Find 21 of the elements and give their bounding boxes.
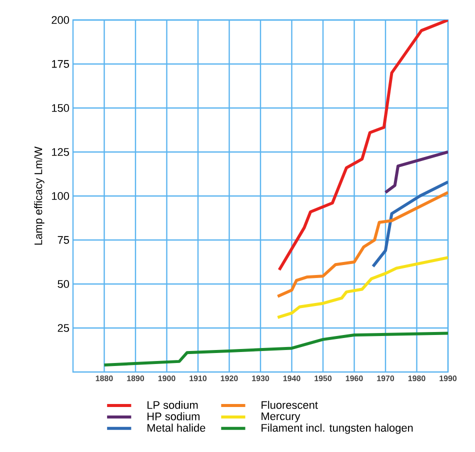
legend-label: Fluorescent [262, 400, 318, 409]
y-tick-label: 25 [58, 324, 70, 332]
legend-label: Metal halide [148, 424, 206, 432]
legend-label: Filament incl. tungsten halogen [262, 424, 413, 434]
y-tick-label: 100 [52, 192, 70, 200]
line-series [278, 20, 448, 272]
legend-label: Mercury [262, 412, 300, 422]
y-tick-label: 150 [52, 104, 70, 112]
legend-label: LP sodium [148, 400, 198, 409]
line-series [276, 190, 448, 298]
y-tick-label: 125 [52, 148, 70, 156]
y-tick-label: 50 [58, 280, 70, 288]
line-series [384, 150, 448, 194]
line-series [102, 332, 448, 366]
y-tick-label: 175 [52, 60, 70, 68]
line-series [276, 256, 448, 319]
y-tick-label: 75 [58, 236, 70, 244]
legend-label: HP sodium [148, 412, 200, 420]
y-tick-label: 200 [52, 16, 70, 24]
y-axis-title: Lamp efficacy Lm/W [34, 146, 44, 245]
line-series [372, 180, 448, 268]
